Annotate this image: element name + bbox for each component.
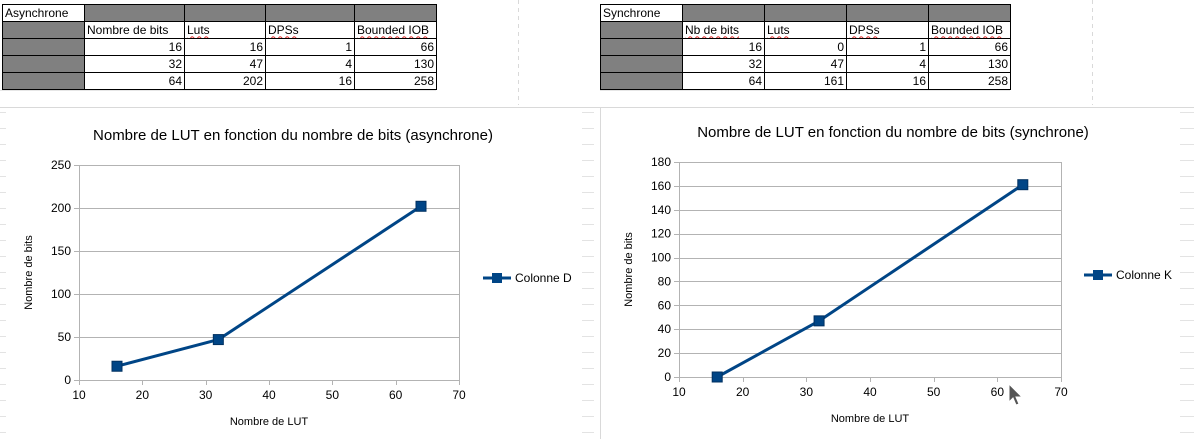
y-tick-label: 120: [651, 227, 671, 241]
y-tick-label: 150: [51, 244, 71, 258]
data-point: [212, 334, 224, 346]
y-tick-label: 100: [651, 251, 671, 265]
legend-marker: [492, 273, 502, 283]
x-tick-label: 50: [927, 385, 941, 399]
legend-label: Colonne K: [1116, 268, 1172, 282]
x-tick-label: 10: [672, 385, 686, 399]
mouse-cursor-icon: [1008, 383, 1024, 406]
table-row: 16 16 1 66: [2, 38, 437, 56]
x-tick-label: 20: [736, 385, 750, 399]
legend: Colonne K: [1084, 268, 1172, 282]
y-tick-label: 200: [51, 201, 71, 215]
table-asynchrone: Asynchrone Nombre de bits Luts DPSs Boun…: [2, 4, 437, 90]
x-tick-label: 30: [800, 385, 814, 399]
y-tick-label: 180: [651, 155, 671, 169]
y-tick-label: 80: [658, 274, 672, 288]
chart-asynchrone[interactable]: Nombre de LUT en fonction du nombre de b…: [0, 0, 600, 439]
table-row: 32 47 4 130: [2, 55, 437, 73]
table-title-row: Asynchrone: [2, 4, 437, 22]
header-cell[interactable]: Nombre de bits: [84, 21, 185, 39]
x-axis-label: Nombre de LUT: [230, 416, 309, 428]
y-tick-label: 20: [658, 346, 672, 360]
chart-title: Nombre de LUT en fonction du nombre de b…: [697, 124, 1089, 141]
legend: Colonne D: [483, 271, 572, 285]
header-cell[interactable]: Bounded IOB: [928, 21, 1011, 39]
x-tick-label: 20: [136, 388, 150, 402]
x-tick-label: 70: [452, 388, 466, 402]
data-point: [813, 315, 825, 327]
legend-label: Colonne D: [515, 271, 572, 285]
table-title-row: Synchrone: [600, 4, 1011, 22]
series-line: [716, 183, 1024, 379]
data-point: [1017, 179, 1029, 191]
y-tick-label: 250: [51, 158, 71, 172]
y-tick-label: 0: [64, 373, 71, 387]
x-tick-label: 10: [72, 388, 86, 402]
y-axis-label: Nombre de bits: [23, 235, 35, 310]
data-point: [415, 200, 427, 212]
y-tick-label: 160: [651, 179, 671, 193]
y-tick-label: 60: [658, 298, 672, 312]
y-axis-label: Nombre de bits: [623, 232, 635, 307]
table-row: 64 161 16 258: [600, 72, 1011, 90]
x-tick-label: 70: [1054, 385, 1068, 399]
x-tick-label: 40: [863, 385, 877, 399]
table-title[interactable]: Asynchrone: [2, 4, 85, 22]
data-point: [711, 371, 723, 383]
plot-area: [679, 162, 1062, 378]
y-tick-label: 40: [658, 322, 672, 336]
table-row: 64 202 16 258: [2, 72, 437, 90]
header-cell[interactable]: Luts: [764, 21, 847, 39]
y-tick-label: 100: [51, 287, 71, 301]
y-tick-label: 50: [58, 330, 72, 344]
x-tick-label: 50: [326, 388, 340, 402]
y-tick-label: 0: [664, 370, 671, 384]
header-cell[interactable]: Nb de bits: [682, 21, 765, 39]
y-tick-label: 140: [651, 203, 671, 217]
data-point: [111, 360, 123, 372]
table-synchrone: Synchrone Nb de bits Luts DPSs Bounded I…: [600, 4, 1011, 90]
x-tick-label: 40: [262, 388, 276, 402]
chart-title: Nombre de LUT en fonction du nombre de b…: [93, 127, 493, 144]
x-tick-label: 30: [199, 388, 213, 402]
legend-marker: [1093, 270, 1103, 280]
x-tick-label: 60: [389, 388, 403, 402]
table-header-row: Nombre de bits Luts DPSs Bounded IOB: [2, 21, 437, 39]
x-tick-label: 60: [991, 385, 1005, 399]
table-title[interactable]: Synchrone: [600, 4, 683, 22]
x-axis-label: Nombre de LUT: [831, 413, 910, 425]
